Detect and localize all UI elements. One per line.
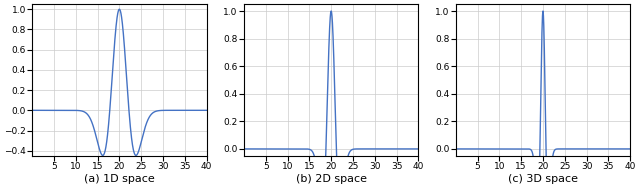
X-axis label: (a) 1D space: (a) 1D space bbox=[84, 174, 155, 184]
X-axis label: (c) 3D space: (c) 3D space bbox=[508, 174, 578, 184]
X-axis label: (b) 2D space: (b) 2D space bbox=[296, 174, 367, 184]
